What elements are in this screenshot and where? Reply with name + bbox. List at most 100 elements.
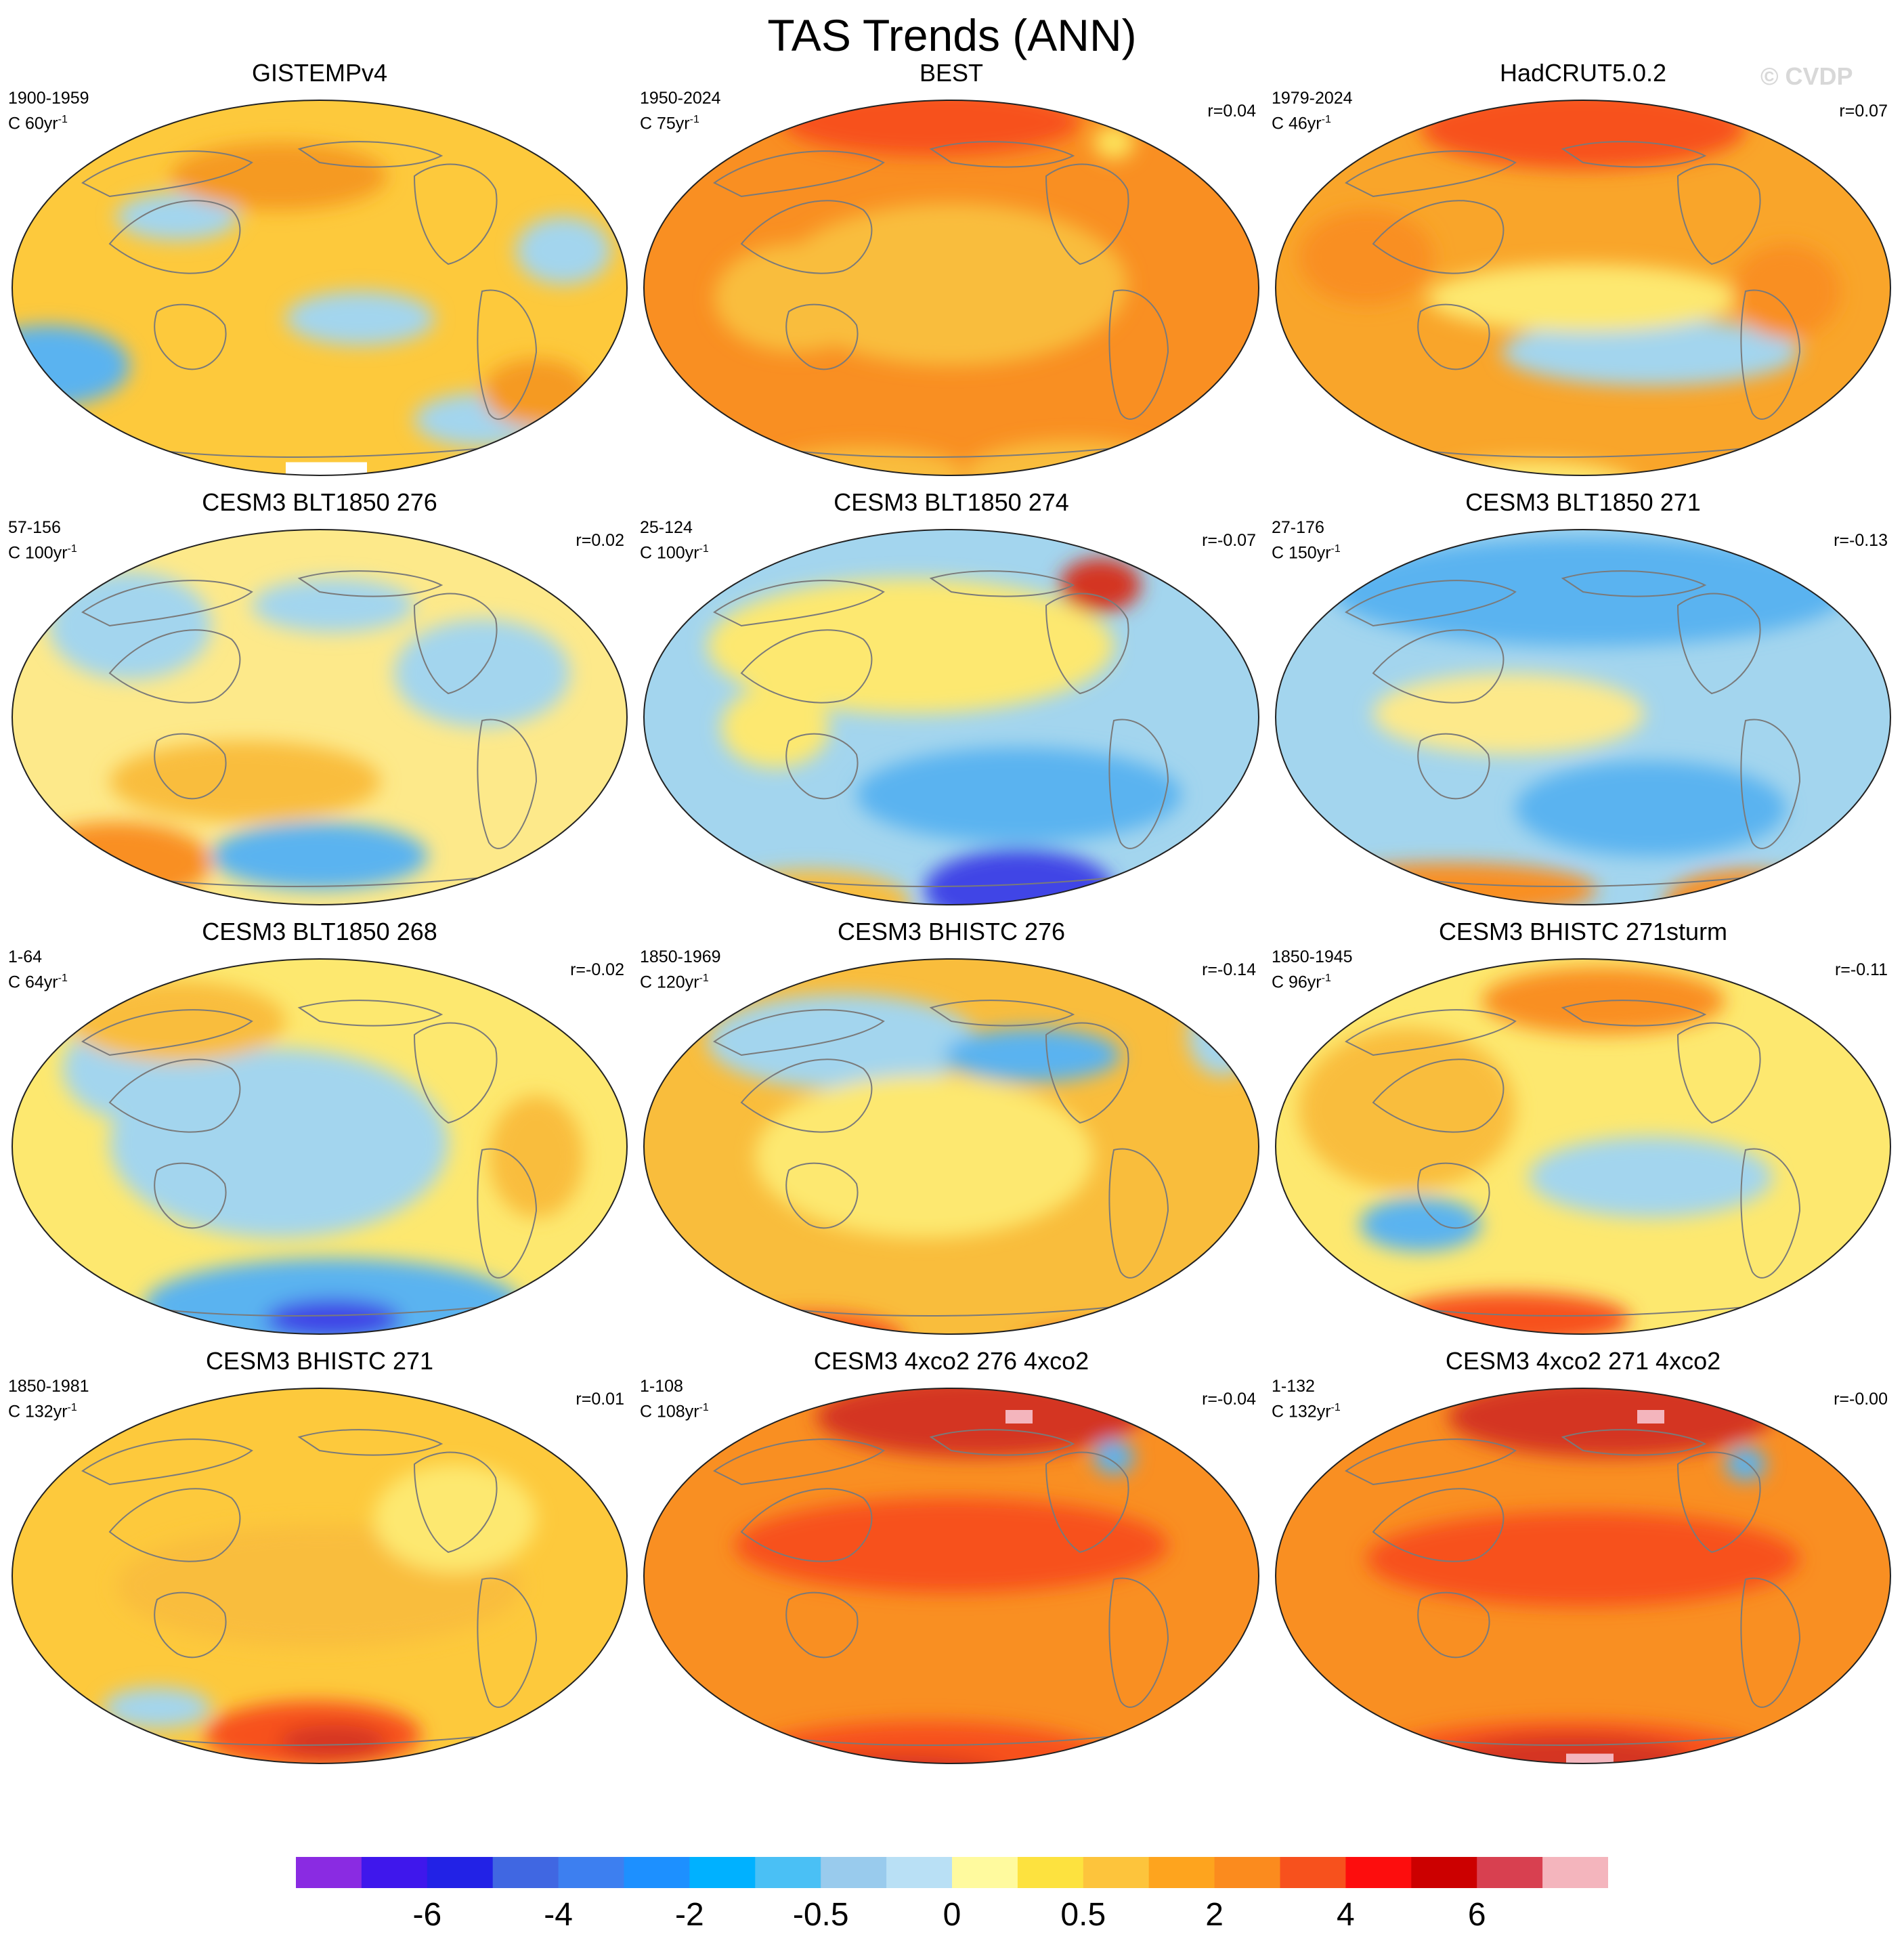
- panel-title: CESM3 4xco2 271 4xco2: [1445, 1347, 1721, 1375]
- panel-period: 1850-1981 C 132yr-1: [8, 1376, 89, 1422]
- colorbar-segment: [821, 1857, 887, 1888]
- map-border: [643, 1388, 1259, 1764]
- map-border: [643, 529, 1259, 905]
- panel-period: 1850-1945 C 96yr-1: [1272, 947, 1353, 993]
- map-border: [12, 958, 628, 1335]
- trend-anomaly-region: [945, 1028, 1121, 1082]
- colorbar-segment: [361, 1857, 428, 1888]
- trend-anomaly-region: [252, 578, 414, 633]
- coastline: [413, 1022, 498, 1124]
- map-border: [12, 1388, 628, 1764]
- period-range: 25-124: [640, 518, 693, 537]
- map-panel: GISTEMPv4 1900-1959 C 60yr-1: [8, 58, 631, 478]
- colorbar-tick-label: -2: [675, 1897, 704, 1933]
- colorbar-segment: [296, 1857, 362, 1888]
- coastline: [740, 200, 873, 274]
- coastline: [1045, 1022, 1129, 1124]
- coastline: [1676, 593, 1761, 695]
- trend-anomaly-region: [116, 193, 238, 240]
- trend-extreme-region: [1637, 1410, 1664, 1424]
- map-border: [12, 529, 628, 905]
- trend-anomaly-region: [69, 981, 286, 1062]
- trend-map: [643, 958, 1259, 1335]
- trend-length: C 75yr-1: [640, 114, 699, 133]
- map-panel: CESM3 4xco2 276 4xco2 1-108 C 108yr-1 r=-0.…: [640, 1346, 1263, 1766]
- trend-map: [1275, 1388, 1891, 1764]
- coastline: [154, 1591, 227, 1659]
- period-range: 1850-1945: [1272, 947, 1353, 966]
- credit-watermark: © CVDP: [1760, 62, 1853, 90]
- trend-anomaly-region: [171, 142, 387, 210]
- colorbar-tick-label: -6: [412, 1897, 442, 1933]
- coastline: [1417, 303, 1490, 370]
- trend-anomaly-region: [721, 687, 829, 768]
- coastline: [740, 1488, 873, 1562]
- coastline: [713, 1438, 885, 1486]
- coastline: [477, 1577, 538, 1708]
- trend-anomaly-region: [708, 578, 1114, 714]
- map-border: [643, 100, 1259, 476]
- map-panel: CESM3 BLT1850 271 27-176 C 150yr-1 r=-0.13: [1272, 488, 1895, 907]
- trend-anomaly-region: [755, 1075, 1094, 1238]
- trend-anomaly-region: [22, 822, 211, 903]
- map-panel: CESM3 BLT1850 276 57-156 C 100yr-1 r=0.02: [8, 488, 631, 907]
- coastline: [1561, 570, 1707, 597]
- trend-anomaly-region: [12, 325, 130, 406]
- colorbar-segment: [1477, 1857, 1543, 1888]
- pattern-correlation: r=-0.00: [1834, 1390, 1888, 1409]
- coastline: [413, 1451, 498, 1554]
- panel-title: GISTEMPv4: [251, 59, 388, 87]
- coastline: [154, 303, 227, 370]
- trend-length: C 132yr-1: [8, 1402, 77, 1421]
- coastline: [297, 1000, 443, 1027]
- colorbar-tick-label: 6: [1467, 1897, 1486, 1933]
- map-panel: CESM3 BHISTC 276 1850-1969 C 120yr-1 r=-0.1…: [640, 917, 1263, 1337]
- coastline: [1676, 1451, 1761, 1554]
- trend-map: [12, 100, 628, 476]
- coastline: [1676, 1022, 1761, 1124]
- colorbar-tick-label: 2: [1205, 1897, 1224, 1933]
- trend-anomaly-region: [714, 244, 877, 352]
- colorbar-segment: [1083, 1857, 1150, 1888]
- trend-length: C 60yr-1: [8, 114, 68, 133]
- trend-extreme-region: [1005, 1410, 1033, 1424]
- colorbar-tick-label: 4: [1337, 1897, 1355, 1933]
- map-panel: CESM3 BHISTC 271sturm 1850-1945 C 96yr-1 r=…: [1272, 917, 1895, 1337]
- coastline: [1740, 289, 1801, 420]
- coastline: [1417, 733, 1490, 800]
- trend-anomaly-region: [1427, 264, 1739, 332]
- period-range: 1850-1981: [8, 1377, 89, 1396]
- coastline: [1372, 200, 1505, 274]
- period-range: 1850-1969: [640, 947, 721, 966]
- pattern-correlation: r=-0.07: [1202, 531, 1256, 550]
- map-border: [12, 100, 628, 476]
- pattern-correlation: r=-0.11: [1834, 960, 1888, 979]
- colorbar-segment: [558, 1857, 624, 1888]
- panel-period: 1900-1959 C 60yr-1: [8, 88, 89, 134]
- colorbar-tick-label: 0: [943, 1897, 961, 1933]
- trend-anomaly-region: [735, 1498, 1168, 1593]
- colorbar-segment: [1345, 1857, 1412, 1888]
- trend-anomaly-region: [1299, 210, 1434, 305]
- coastline: [81, 1009, 253, 1056]
- colorbar-segment: [427, 1857, 494, 1888]
- panel-title: CESM3 BLT1850 268: [202, 918, 437, 945]
- coastline: [1676, 163, 1761, 265]
- trend-map: [12, 529, 628, 905]
- coastline: [154, 733, 227, 800]
- trend-anomaly-region: [1019, 1326, 1195, 1334]
- coastline: [785, 1162, 859, 1229]
- trend-anomaly-region: [1366, 1512, 1800, 1606]
- coastline: [785, 733, 859, 800]
- figure-title: TAS Trends (ANN): [767, 10, 1137, 60]
- trend-length: C 150yr-1: [1272, 543, 1341, 563]
- coastline: [740, 1058, 873, 1133]
- colorbar-segment: [1017, 1857, 1084, 1888]
- coastline: [108, 629, 241, 704]
- coastline: [929, 141, 1075, 168]
- colorbar-segment: [755, 1857, 821, 1888]
- trend-length: C 46yr-1: [1272, 114, 1331, 133]
- trend-anomaly-region: [1299, 1028, 1515, 1191]
- colorbar-segment: [886, 1857, 953, 1888]
- trend-length: C 132yr-1: [1272, 1402, 1341, 1421]
